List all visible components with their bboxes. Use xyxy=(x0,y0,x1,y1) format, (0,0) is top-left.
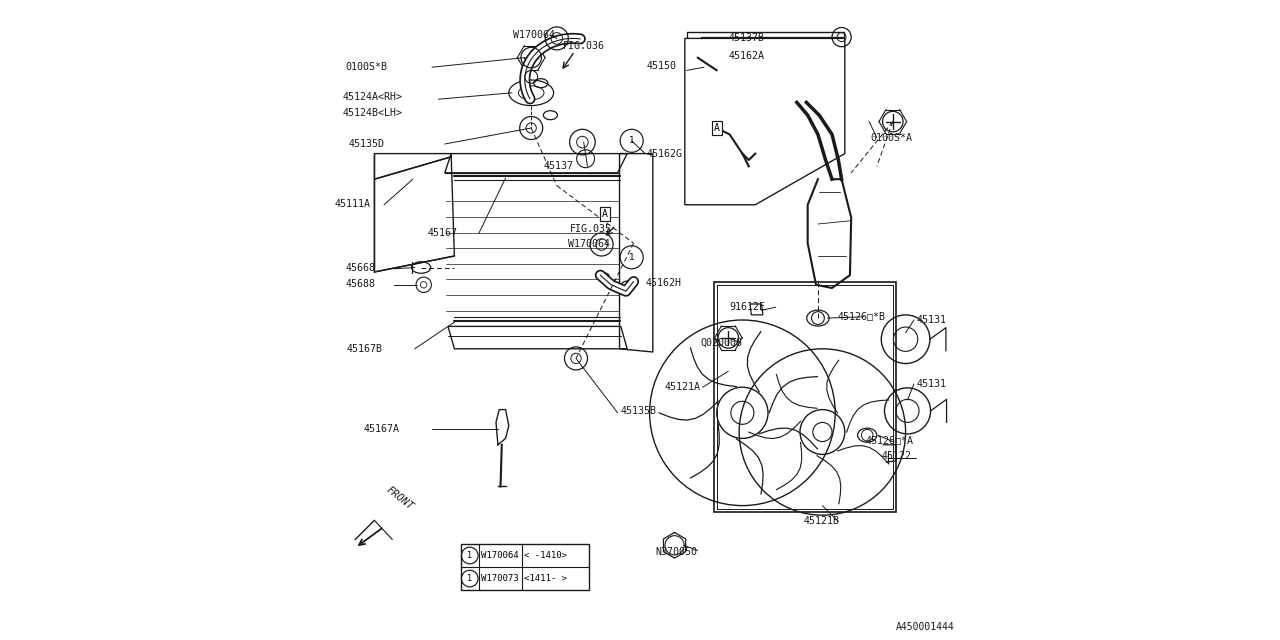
Text: 45167B: 45167B xyxy=(347,344,383,354)
Text: W170073: W170073 xyxy=(481,574,518,583)
Text: 45121B: 45121B xyxy=(804,516,840,526)
Ellipse shape xyxy=(858,428,877,442)
Text: 45126□*A: 45126□*A xyxy=(865,435,914,445)
Text: Q020008: Q020008 xyxy=(701,337,742,348)
Text: 45131: 45131 xyxy=(916,379,946,389)
Text: A450001444: A450001444 xyxy=(896,622,955,632)
Text: 45121A: 45121A xyxy=(664,382,700,392)
Text: 1: 1 xyxy=(467,551,472,560)
Bar xyxy=(461,544,589,590)
Text: A: A xyxy=(602,209,608,220)
Text: 1: 1 xyxy=(467,574,472,583)
Text: 0100S*B: 0100S*B xyxy=(346,62,388,72)
Text: 45167: 45167 xyxy=(428,228,457,238)
Text: 45135B: 45135B xyxy=(621,406,657,416)
Text: FIG.035: FIG.035 xyxy=(570,224,612,234)
Text: 45126□*B: 45126□*B xyxy=(837,312,886,322)
Text: 45150: 45150 xyxy=(646,61,676,71)
Text: < -1410>: < -1410> xyxy=(524,551,567,560)
Text: 45668: 45668 xyxy=(346,262,375,273)
Text: 91612E: 91612E xyxy=(730,302,765,312)
Text: 0100S*A: 0100S*A xyxy=(870,132,913,143)
Text: 1: 1 xyxy=(628,253,635,262)
Ellipse shape xyxy=(806,310,829,326)
Text: 45162G: 45162G xyxy=(646,148,682,159)
Text: 45122: 45122 xyxy=(882,451,911,461)
Text: 45688: 45688 xyxy=(346,278,375,289)
Text: 45124A<RH>: 45124A<RH> xyxy=(343,92,402,102)
Text: 45111A: 45111A xyxy=(334,198,370,209)
Text: 45124B<LH>: 45124B<LH> xyxy=(343,108,402,118)
Text: 45162A: 45162A xyxy=(728,51,764,61)
Text: 45131: 45131 xyxy=(916,315,946,325)
Text: W170064: W170064 xyxy=(568,239,611,250)
Text: W170064: W170064 xyxy=(481,551,518,560)
Text: FRONT: FRONT xyxy=(384,485,415,512)
Text: 45137B: 45137B xyxy=(728,33,764,44)
Text: 45162H: 45162H xyxy=(645,278,681,288)
Text: N370050: N370050 xyxy=(655,547,698,557)
Text: <1411- >: <1411- > xyxy=(524,574,567,583)
Text: 45135D: 45135D xyxy=(348,139,385,149)
Text: 45137: 45137 xyxy=(544,161,573,172)
Text: 1: 1 xyxy=(628,136,635,145)
Text: A: A xyxy=(714,123,719,133)
Text: FIG.036: FIG.036 xyxy=(563,41,605,51)
Text: 45167A: 45167A xyxy=(364,424,399,434)
Text: W170064: W170064 xyxy=(513,30,556,40)
